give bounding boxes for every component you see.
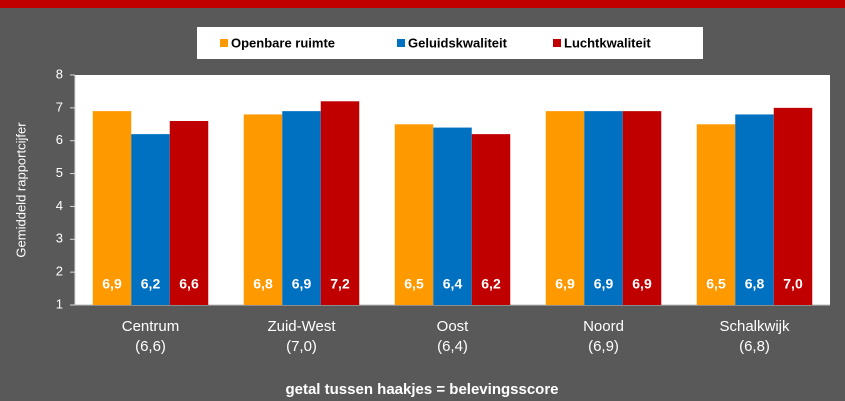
data-label: 6,2 (481, 276, 501, 292)
bar (320, 101, 360, 306)
bar (394, 124, 434, 306)
x-tick-sublabel: (6,8) (739, 338, 770, 355)
bar (735, 114, 774, 305)
data-label: 6,5 (706, 276, 726, 292)
bar (433, 127, 472, 305)
legend-swatch (220, 39, 228, 47)
bar (584, 111, 623, 306)
data-label: 6,9 (102, 276, 122, 292)
top-stripe (0, 0, 845, 8)
y-tick-label: 3 (56, 231, 63, 246)
x-tick-label: Oost (437, 318, 470, 335)
footnote: getal tussen haakjes = belevingsscore (285, 381, 558, 398)
bar (622, 111, 662, 306)
data-label: 7,0 (783, 276, 803, 292)
bar (131, 134, 170, 305)
x-tick-sublabel: (6,6) (135, 338, 166, 355)
y-tick-label: 7 (56, 99, 63, 114)
data-label: 6,9 (555, 276, 575, 292)
bar (92, 111, 132, 306)
legend-label: Openbare ruimte (231, 35, 335, 50)
bar (243, 114, 283, 305)
y-tick-label: 6 (56, 132, 63, 147)
data-label: 6,8 (745, 276, 765, 292)
data-label: 6,9 (594, 276, 614, 292)
y-tick-label: 5 (56, 165, 63, 180)
y-tick-label: 4 (56, 198, 63, 213)
x-tick-label: Zuid-West (267, 318, 336, 335)
data-label: 6,9 (292, 276, 312, 292)
y-tick-label: 2 (56, 264, 63, 279)
bar (545, 111, 585, 306)
bar (169, 121, 209, 305)
bar (696, 124, 736, 306)
legend-swatch (397, 39, 405, 47)
x-tick-label: Schalkwijk (719, 318, 790, 335)
data-label: 6,6 (179, 276, 199, 292)
x-tick-sublabel: (6,4) (437, 338, 468, 355)
legend-swatch (553, 39, 561, 47)
data-label: 6,5 (404, 276, 424, 292)
data-label: 7,2 (330, 276, 350, 292)
bar (282, 111, 321, 306)
x-tick-label: Noord (583, 318, 624, 335)
data-label: 6,8 (253, 276, 273, 292)
legend-box (197, 27, 703, 59)
y-tick-label: 8 (56, 66, 63, 81)
bar (471, 134, 511, 305)
x-tick-label: Centrum (122, 318, 180, 335)
x-tick-sublabel: (6,9) (588, 338, 619, 355)
x-tick-sublabel: (7,0) (286, 338, 317, 355)
legend-label: Luchtkwaliteit (564, 35, 651, 50)
data-label: 6,2 (141, 276, 161, 292)
data-label: 6,9 (632, 276, 652, 292)
bar (773, 107, 813, 305)
y-tick-label: 1 (56, 296, 63, 311)
data-label: 6,4 (443, 276, 463, 292)
y-axis-label: Gemiddeld rapportcijfer (13, 122, 28, 258)
legend-label: Geluidskwaliteit (408, 35, 508, 50)
